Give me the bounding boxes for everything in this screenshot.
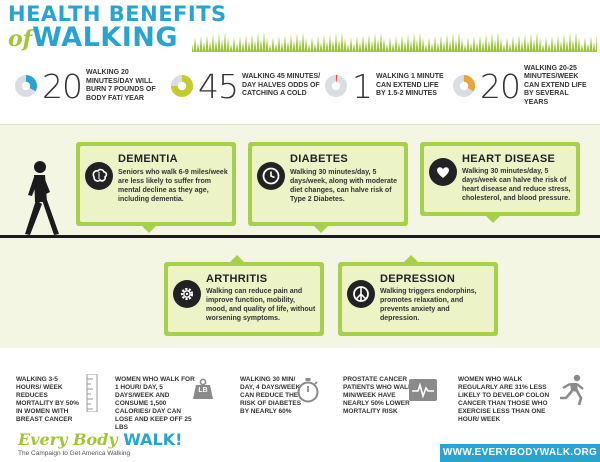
pie-chart-icon <box>325 75 347 97</box>
ruler-icon <box>86 374 98 412</box>
stat-number: 45 <box>198 66 239 106</box>
clock-icon <box>257 162 285 190</box>
card-pointer <box>486 216 500 223</box>
title-line-2: ofWALKING <box>8 22 178 53</box>
stat-text: WALKING 20-25 MINUTES/WEEK CAN EXTEND LI… <box>524 64 587 106</box>
pie-hole <box>21 81 31 91</box>
pie-hole <box>177 81 187 91</box>
fact-colon-cancer: WOMEN WHO WALK REGULARLY ARE 31% LESS LI… <box>458 376 550 423</box>
pie-chart-icon <box>453 75 476 97</box>
stat-burn-fat: 20 WALKING 20 MINUTES/DAY WILL BURN 7 PO… <box>14 66 162 106</box>
logo-text-part1: Every Body <box>18 430 124 449</box>
stat-cold: 45 WALKING 45 MINUTES/ DAY HALVES ODDS O… <box>170 66 322 106</box>
fact-weight-loss: WOMEN WHO WALK FOR 1 HOUR/ DAY, 5 DAYS/W… <box>115 376 195 431</box>
stopwatch-icon <box>297 378 319 403</box>
stat-text: WALKING 20 MINUTES/DAY WILL BURN 7 POUND… <box>86 69 156 102</box>
timeline-line <box>0 235 600 238</box>
card-pointer <box>404 255 418 262</box>
stat-number: 20 <box>42 66 83 106</box>
card-body: Walking 30 minutes/day, 5 days/week, alo… <box>290 169 397 203</box>
fact-diabetes-risk: WALKING 30 MIN/ DAY, 4 DAYS/WEEK CAN RED… <box>240 376 302 415</box>
card-title: ARTHRITIS <box>206 273 268 285</box>
title-of: of <box>8 26 33 52</box>
card-body: Walking can reduce pain and improve func… <box>206 288 316 322</box>
card-title: DEPRESSION <box>380 273 456 285</box>
heart-monitor-icon <box>409 379 437 401</box>
gear-icon <box>173 280 201 308</box>
stat-number: 20 <box>480 66 521 106</box>
everybody-walk-logo: Every Body WALK! The Campaign to Get Ame… <box>18 430 182 457</box>
stat-number: 1 <box>352 66 373 106</box>
logo-text-part2: WALK! <box>123 430 183 449</box>
pie-hole <box>331 81 341 91</box>
card-title: DEMENTIA <box>118 153 178 165</box>
walking-person-icon <box>25 161 59 235</box>
pie-chart-icon <box>171 75 193 97</box>
stat-several-years: 20 WALKING 20-25 MINUTES/WEEK CAN EXTEND… <box>452 64 592 106</box>
grass-decoration <box>192 32 597 52</box>
heart-icon <box>429 158 457 186</box>
card-depression: DEPRESSION Walking triggers endorphins, … <box>338 255 498 336</box>
card-dementia: DEMENTIA Seniors who walk 6-9 miles/week… <box>76 142 236 233</box>
logo-tagline: The Campaign to Get America Walking <box>18 450 131 457</box>
card-body: Walking 30 minutes/day, 5 days/week can … <box>462 168 571 202</box>
pie-hole <box>459 81 469 91</box>
title-line-1: HEALTH BENEFITS <box>8 2 227 26</box>
card-diabetes: DIABETES Walking 30 minutes/day, 5 days/… <box>248 142 408 233</box>
card-arthritis: ARTHRITIS Walking can reduce pain and im… <box>164 255 324 336</box>
card-pointer <box>142 226 156 233</box>
stat-text: WALKING 45 MINUTES/ DAY HALVES ODDS OF C… <box>242 73 321 98</box>
card-pointer <box>314 226 328 233</box>
card-body: Seniors who walk 6-9 miles/week are less… <box>118 169 228 203</box>
pie-chart-icon <box>15 75 38 97</box>
stat-extend-life: 1 WALKING 1 MINUTE CAN EXTEND LIFE BY 1.… <box>324 66 450 106</box>
fact-breast-cancer: WALKING 3-5 HOURS/ WEEK REDUCES MORTALIT… <box>16 376 79 423</box>
brain-icon <box>85 162 113 190</box>
card-pointer <box>230 255 244 262</box>
peace-icon <box>347 280 375 308</box>
grass-blades <box>192 32 597 52</box>
card-body: Walking triggers endorphins, promotes re… <box>380 288 477 322</box>
runner-icon <box>560 374 584 406</box>
website-url[interactable]: WWW.EVERYBODYWALK.ORG <box>440 444 600 462</box>
card-title: HEART DISEASE <box>462 153 556 165</box>
fact-prostate-cancer: PROSTATE CANCER PATIENTS WHO WALK 90 MIN… <box>343 376 422 415</box>
card-heart-disease: HEART DISEASE Walking 30 minutes/day, 5 … <box>420 142 580 223</box>
weight-label: LB <box>198 387 208 394</box>
weight-icon: LB <box>192 378 214 400</box>
title-walking: WALKING <box>32 22 179 53</box>
stat-text: WALKING 1 MINUTE CAN EXTEND LIFE BY 1.5-… <box>376 73 444 98</box>
band-divider <box>0 124 600 125</box>
card-title: DIABETES <box>290 153 349 165</box>
